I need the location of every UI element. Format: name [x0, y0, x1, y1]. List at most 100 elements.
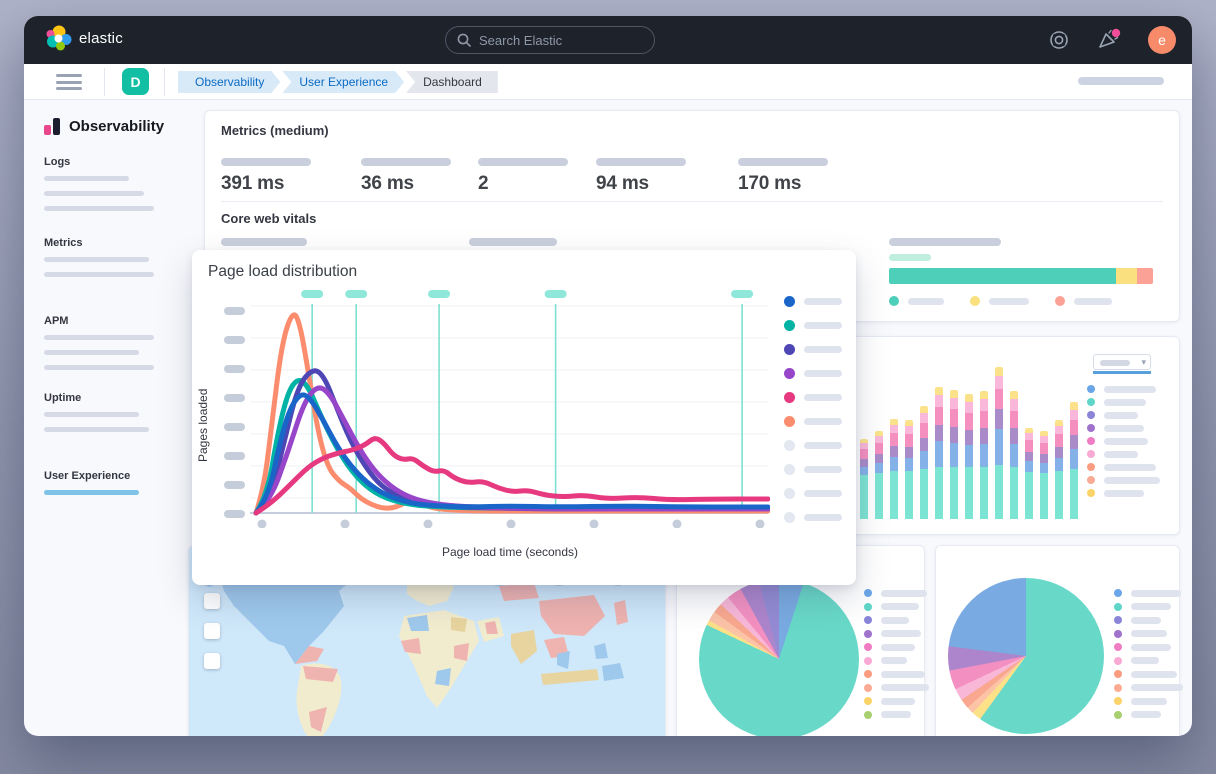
legend-item[interactable]: [784, 368, 842, 379]
sidebar-nav: Observability Logs Metrics APM Uptime User E…: [24, 100, 188, 736]
legend-item[interactable]: [1114, 697, 1183, 705]
sidebar-item-apm[interactable]: APM: [44, 315, 69, 327]
legend-item[interactable]: [784, 296, 842, 307]
chart-options-dropdown[interactable]: ▾: [1093, 354, 1151, 370]
legend-item[interactable]: [864, 589, 929, 597]
legend-item[interactable]: [864, 602, 929, 611]
bar-segment: [950, 443, 958, 467]
bar-segment: [950, 467, 958, 519]
legend-item[interactable]: [1114, 629, 1183, 638]
legend-item[interactable]: [1087, 476, 1160, 484]
legend-item[interactable]: [1087, 385, 1160, 393]
legend-label-placeholder: [1104, 385, 1156, 393]
breadcrumb-item-observability[interactable]: Observability: [178, 71, 280, 93]
legend-item[interactable]: [970, 296, 1029, 306]
legend-dot-icon: [784, 344, 795, 355]
sidebar-title: Observability: [69, 118, 165, 135]
breadcrumb-item-user-experience[interactable]: User Experience: [282, 71, 404, 93]
elastic-logo[interactable]: elastic: [46, 25, 123, 51]
legend-item[interactable]: [864, 656, 929, 665]
legend-item[interactable]: [864, 683, 929, 692]
sidebar-item-uptime[interactable]: Uptime: [44, 392, 82, 404]
legend-item[interactable]: [1114, 710, 1183, 719]
legend-item[interactable]: [1114, 602, 1183, 611]
legend-dot-icon: [1114, 683, 1122, 692]
map-region: [614, 600, 628, 625]
map-zoom-in-button[interactable]: [204, 593, 220, 609]
bar-segment: [980, 467, 988, 519]
bar-segment: [920, 406, 928, 413]
legend-item[interactable]: [784, 512, 842, 523]
legend-dot-icon: [1114, 589, 1122, 597]
pie-legend: [1114, 589, 1183, 724]
legend-item[interactable]: [1114, 670, 1183, 678]
legend-item[interactable]: [784, 488, 842, 499]
map-fit-button[interactable]: [204, 653, 220, 669]
bar-segment: [875, 473, 883, 519]
deployment-settings-icon[interactable]: [1048, 29, 1070, 51]
metric-column: 391 ms: [221, 158, 311, 195]
bar-segment: [1040, 454, 1048, 463]
legend-label-placeholder: [881, 684, 929, 691]
sidebar-item-logs[interactable]: Logs: [44, 156, 71, 168]
legend-item[interactable]: [864, 629, 929, 638]
legend-label-placeholder: [881, 643, 915, 651]
legend-label-placeholder: [1131, 630, 1167, 637]
bar-segment: [950, 398, 958, 409]
legend-item[interactable]: [784, 440, 842, 451]
global-search[interactable]: [445, 26, 655, 54]
legend-item[interactable]: [784, 416, 842, 427]
legend-item[interactable]: [784, 392, 842, 403]
bar-segment: [905, 420, 913, 426]
metric-value: 391 ms: [221, 173, 285, 194]
legend-item[interactable]: [1114, 616, 1183, 624]
bar-segment: [980, 444, 988, 467]
legend-item[interactable]: [1114, 643, 1183, 651]
legend-item[interactable]: [1087, 398, 1160, 406]
sidebar-item-metrics[interactable]: Metrics: [44, 237, 83, 249]
map-region: [602, 663, 624, 681]
map-region: [295, 646, 324, 664]
bar-segment: [920, 451, 928, 469]
map-region: [399, 610, 479, 708]
notifications-icon[interactable]: [1096, 28, 1122, 52]
menu-toggle-icon[interactable]: [56, 74, 82, 90]
legend-item[interactable]: [1114, 683, 1183, 692]
legend-item[interactable]: [1114, 589, 1183, 597]
map-zoom-out-button[interactable]: [204, 623, 220, 639]
legend-item[interactable]: [1087, 411, 1160, 419]
legend-dot-icon: [1087, 463, 1095, 471]
cwv-segment-good: [889, 268, 1117, 284]
placeholder-pill: [221, 238, 307, 246]
legend-item[interactable]: [1087, 424, 1160, 432]
bar-segment: [890, 471, 898, 519]
legend-item[interactable]: [1087, 463, 1160, 471]
legend-item[interactable]: [864, 710, 929, 719]
bar-segment: [995, 376, 1003, 389]
sidebar-item-user-experience[interactable]: User Experience: [44, 470, 131, 482]
legend-item[interactable]: [864, 643, 929, 651]
legend-item[interactable]: [784, 344, 842, 355]
legend-item[interactable]: [864, 697, 929, 705]
legend-item[interactable]: [1087, 489, 1160, 497]
placeholder-pill: [889, 238, 1001, 246]
legend-item[interactable]: [864, 670, 929, 678]
legend-item[interactable]: [784, 320, 842, 331]
legend-item[interactable]: [889, 296, 944, 306]
search-input[interactable]: [479, 32, 629, 48]
legend-item[interactable]: [1087, 450, 1160, 458]
legend-dot-icon: [784, 512, 795, 523]
legend-dot-icon: [1055, 296, 1065, 306]
bar-segment: [905, 447, 913, 458]
legend-item[interactable]: [864, 616, 929, 624]
user-avatar[interactable]: e: [1148, 26, 1176, 54]
bar-segment: [875, 454, 883, 463]
legend-item[interactable]: [1114, 656, 1183, 665]
space-badge[interactable]: D: [122, 68, 149, 95]
core-web-vitals-legend: [889, 296, 1112, 306]
bar-segment: [1025, 433, 1033, 440]
legend-label-placeholder: [881, 670, 925, 678]
legend-item[interactable]: [784, 464, 842, 475]
legend-item[interactable]: [1055, 296, 1112, 306]
legend-item[interactable]: [1087, 437, 1160, 445]
